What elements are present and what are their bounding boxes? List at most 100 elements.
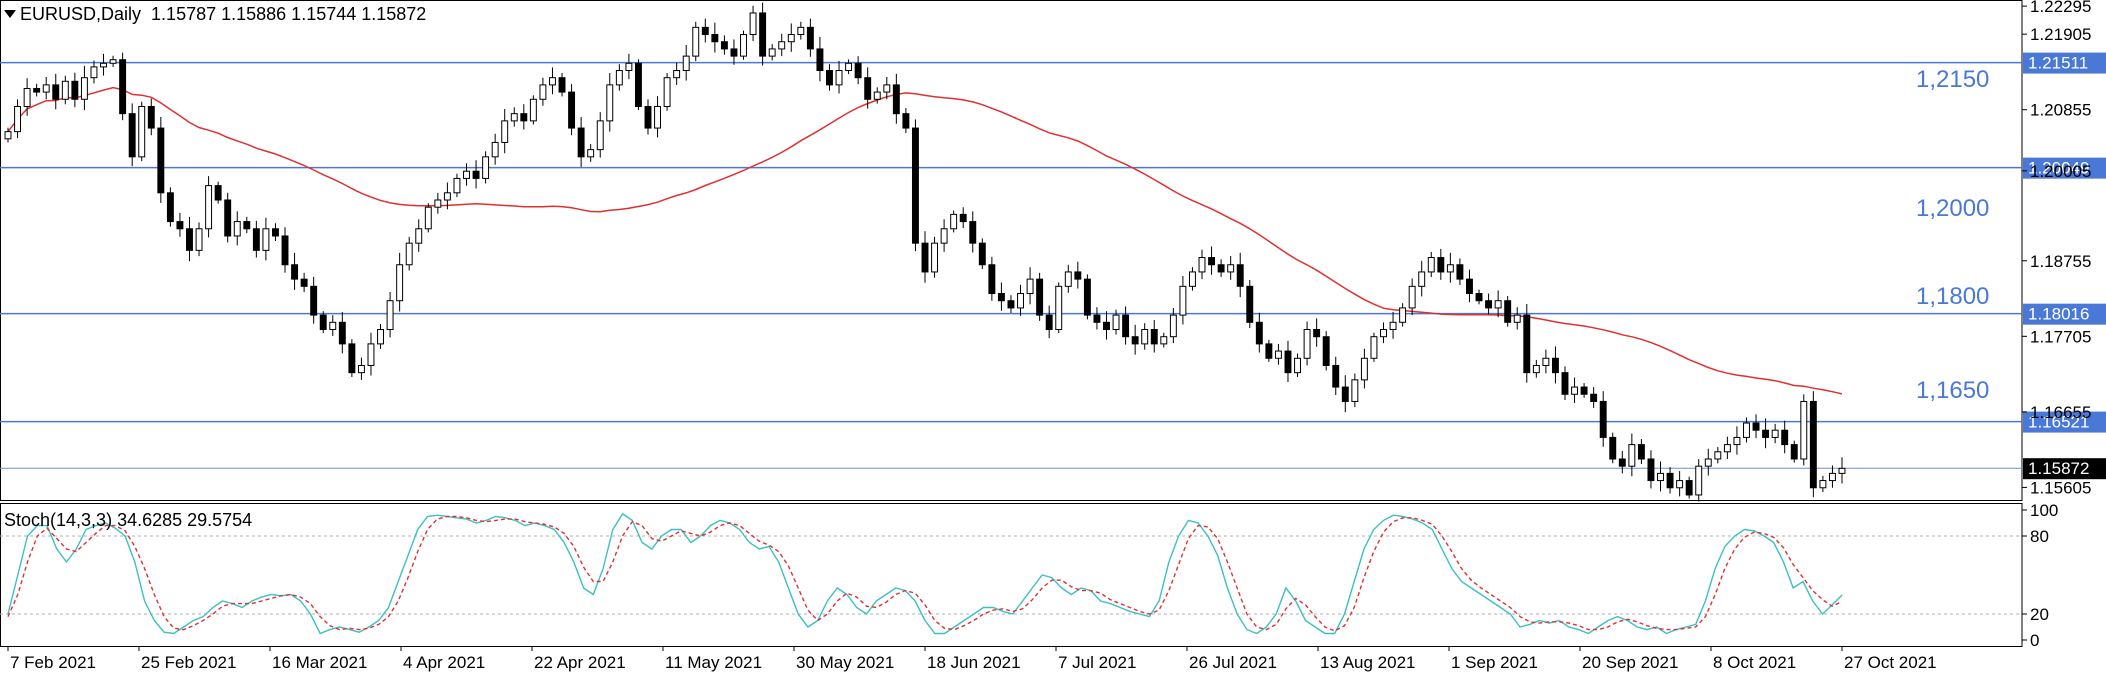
stoch-tick-label: 0 [2030,631,2039,650]
bear-candle [1236,264,1244,287]
bull-candle [797,26,805,36]
level-price-tag-text: 1.20049 [2028,159,2089,178]
bull-candle [1055,285,1063,330]
bull-candle [61,80,69,100]
bear-candle [997,293,1005,302]
bull-candle [845,62,853,72]
bull-candle [1828,472,1836,482]
bear-candle [243,221,251,230]
bear-candle [921,242,929,273]
bear-candle [1036,278,1044,316]
bear-candle [1246,285,1254,323]
stochastic-legend: Stoch(14,3,3) 34.6285 29.5754 [4,510,253,530]
bear-candle [1752,422,1760,431]
level-label-4: 1,1650 [1916,377,1990,404]
time-tick-label: 7 Feb 2021 [10,653,96,672]
bull-candle [682,55,690,72]
bear-candle [128,113,136,158]
bull-candle [491,141,499,158]
bull-candle [1704,458,1712,467]
bear-candle [1341,386,1349,402]
bear-candle [291,264,299,280]
level-price-tag-text: 1.16521 [2028,413,2089,432]
bear-candle [806,26,814,50]
bull-candle [23,87,31,107]
bull-candle [1628,444,1636,467]
price-tick-label: 1.18755 [2030,252,2091,271]
dropdown-triangle-icon[interactable] [4,10,16,18]
bull-candle [1112,314,1120,330]
bull-candle [1179,285,1187,316]
time-tick-label: 11 May 2021 [665,653,762,672]
bear-candle [826,70,833,86]
bear-candle [176,221,184,230]
bull-candle [529,98,537,122]
bull-candle [1819,480,1827,489]
bear-candle [1551,357,1559,374]
time-tick-label: 13 Aug 2021 [1320,653,1415,672]
bear-candle [1485,300,1493,309]
bear-candle [214,185,222,201]
time-tick-label: 22 Apr 2021 [534,653,626,672]
bull-candle [549,77,556,86]
bull-candle [415,228,423,244]
bear-candle [1523,314,1531,374]
bull-candle [501,120,509,143]
bull-candle [615,70,623,86]
bear-candle [1762,429,1770,438]
bull-candle [1017,293,1024,309]
bear-candle [1208,257,1216,266]
bull-candle [357,364,365,374]
bear-candle [1007,300,1015,309]
bull-candle [768,48,776,57]
bear-candle [338,321,346,345]
bull-candle [109,59,117,64]
bull-candle [1427,257,1435,273]
bear-candle [1217,264,1225,273]
time-tick-label: 25 Feb 2021 [141,653,236,672]
bear-candle [119,59,127,115]
bull-candle [1389,321,1397,330]
bull-candle [587,149,595,158]
bull-candle [883,84,891,93]
bull-candle [1026,278,1034,295]
bull-candle [482,156,490,179]
bull-candle [663,77,671,107]
bull-candle [654,105,662,129]
bull-candle [625,62,633,72]
bear-candle [1265,343,1273,359]
bear-candle [33,87,41,93]
bull-candle [1800,400,1808,460]
bear-candle [1609,436,1617,460]
bull-candle [405,242,413,266]
bull-candle [1370,336,1378,359]
stochastic-panel: 100 80 20 0 [0,501,2058,650]
time-tick-label: 4 Apr 2021 [403,653,485,672]
bear-candle [281,235,289,266]
level-label-3: 1,1800 [1916,283,1990,310]
bull-candle [1360,357,1368,381]
bear-candle [300,278,308,287]
bull-candle [606,84,614,122]
chart-legend: EURUSD,Daily 1.15787 1.15886 1.15744 1.1… [20,4,426,25]
bull-candle [1657,472,1664,482]
bear-candle [1561,372,1569,395]
bull-candle [1676,480,1684,489]
bull-candle [510,113,518,122]
last-price-tag-bg [2023,458,2106,480]
bear-candle [1332,364,1340,388]
level-price-tag-bg [2023,303,2106,325]
bear-candle [701,26,709,36]
bear-candle [1475,293,1483,302]
bull-candle [463,170,470,179]
bear-candle [1093,314,1101,323]
bear-candle [472,170,480,179]
level-label-2: 1,2000 [1916,195,1990,222]
stoch-tick-label: 20 [2030,605,2049,624]
bull-candle [596,120,604,151]
price-tick-label: 1.15605 [2030,478,2091,497]
horizontal-level-lines [0,61,2022,469]
bull-candle [100,62,107,68]
bull-candle [1571,386,1579,395]
